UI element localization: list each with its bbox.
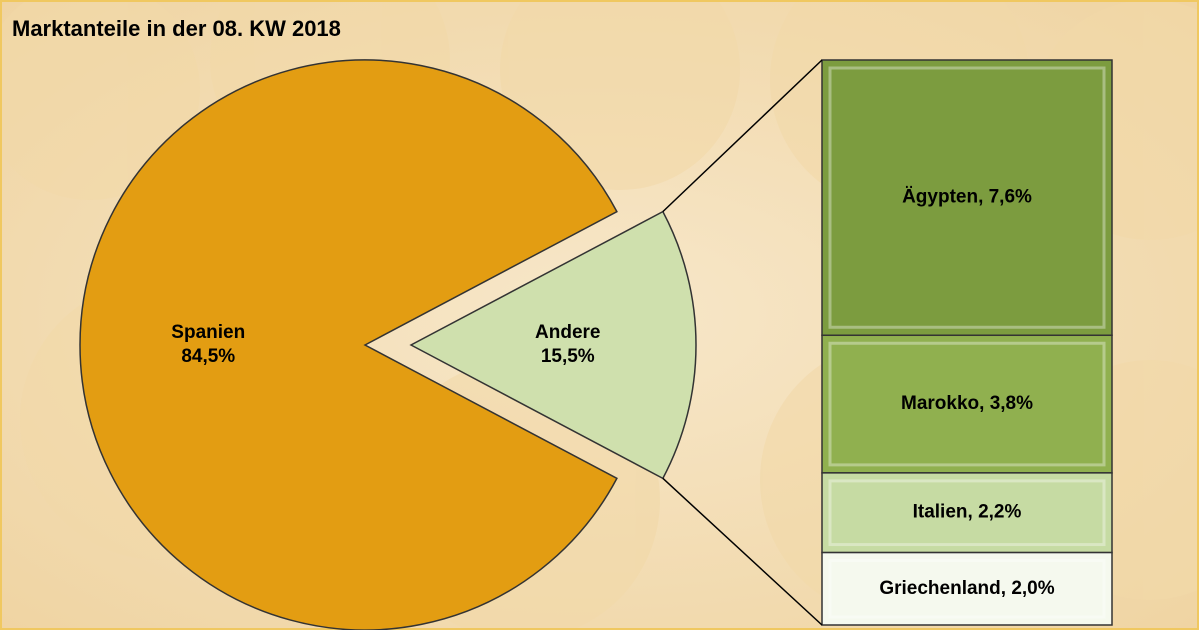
bar-segment <box>821 334 1113 474</box>
bar-segment <box>821 551 1113 626</box>
bar-label: Marokko, 3,8% <box>901 393 1033 414</box>
bar-bevel <box>828 559 1106 619</box>
bar-label: Italien, 2,2% <box>913 502 1022 523</box>
slice-value-label: 84,5% <box>181 346 235 367</box>
pie-slice <box>79 59 618 630</box>
bar-segment <box>821 59 1113 337</box>
connector-line <box>662 477 823 626</box>
slice-label: Spanien <box>171 322 245 343</box>
slice-value-label: 15,5% <box>541 346 595 367</box>
bar-label: Griechenland, 2,0% <box>879 578 1054 599</box>
slice-label: Andere <box>535 322 600 343</box>
pie-slice <box>409 210 697 480</box>
bar-bevel <box>828 66 1106 329</box>
bar-label: Ägypten, 7,6% <box>902 187 1032 208</box>
bar-segment <box>821 472 1113 554</box>
connector-line <box>662 59 823 213</box>
chart-title: Marktanteile in der 08. KW 2018 <box>12 16 341 41</box>
bar-bevel <box>828 341 1106 467</box>
bar-bevel <box>828 479 1106 547</box>
